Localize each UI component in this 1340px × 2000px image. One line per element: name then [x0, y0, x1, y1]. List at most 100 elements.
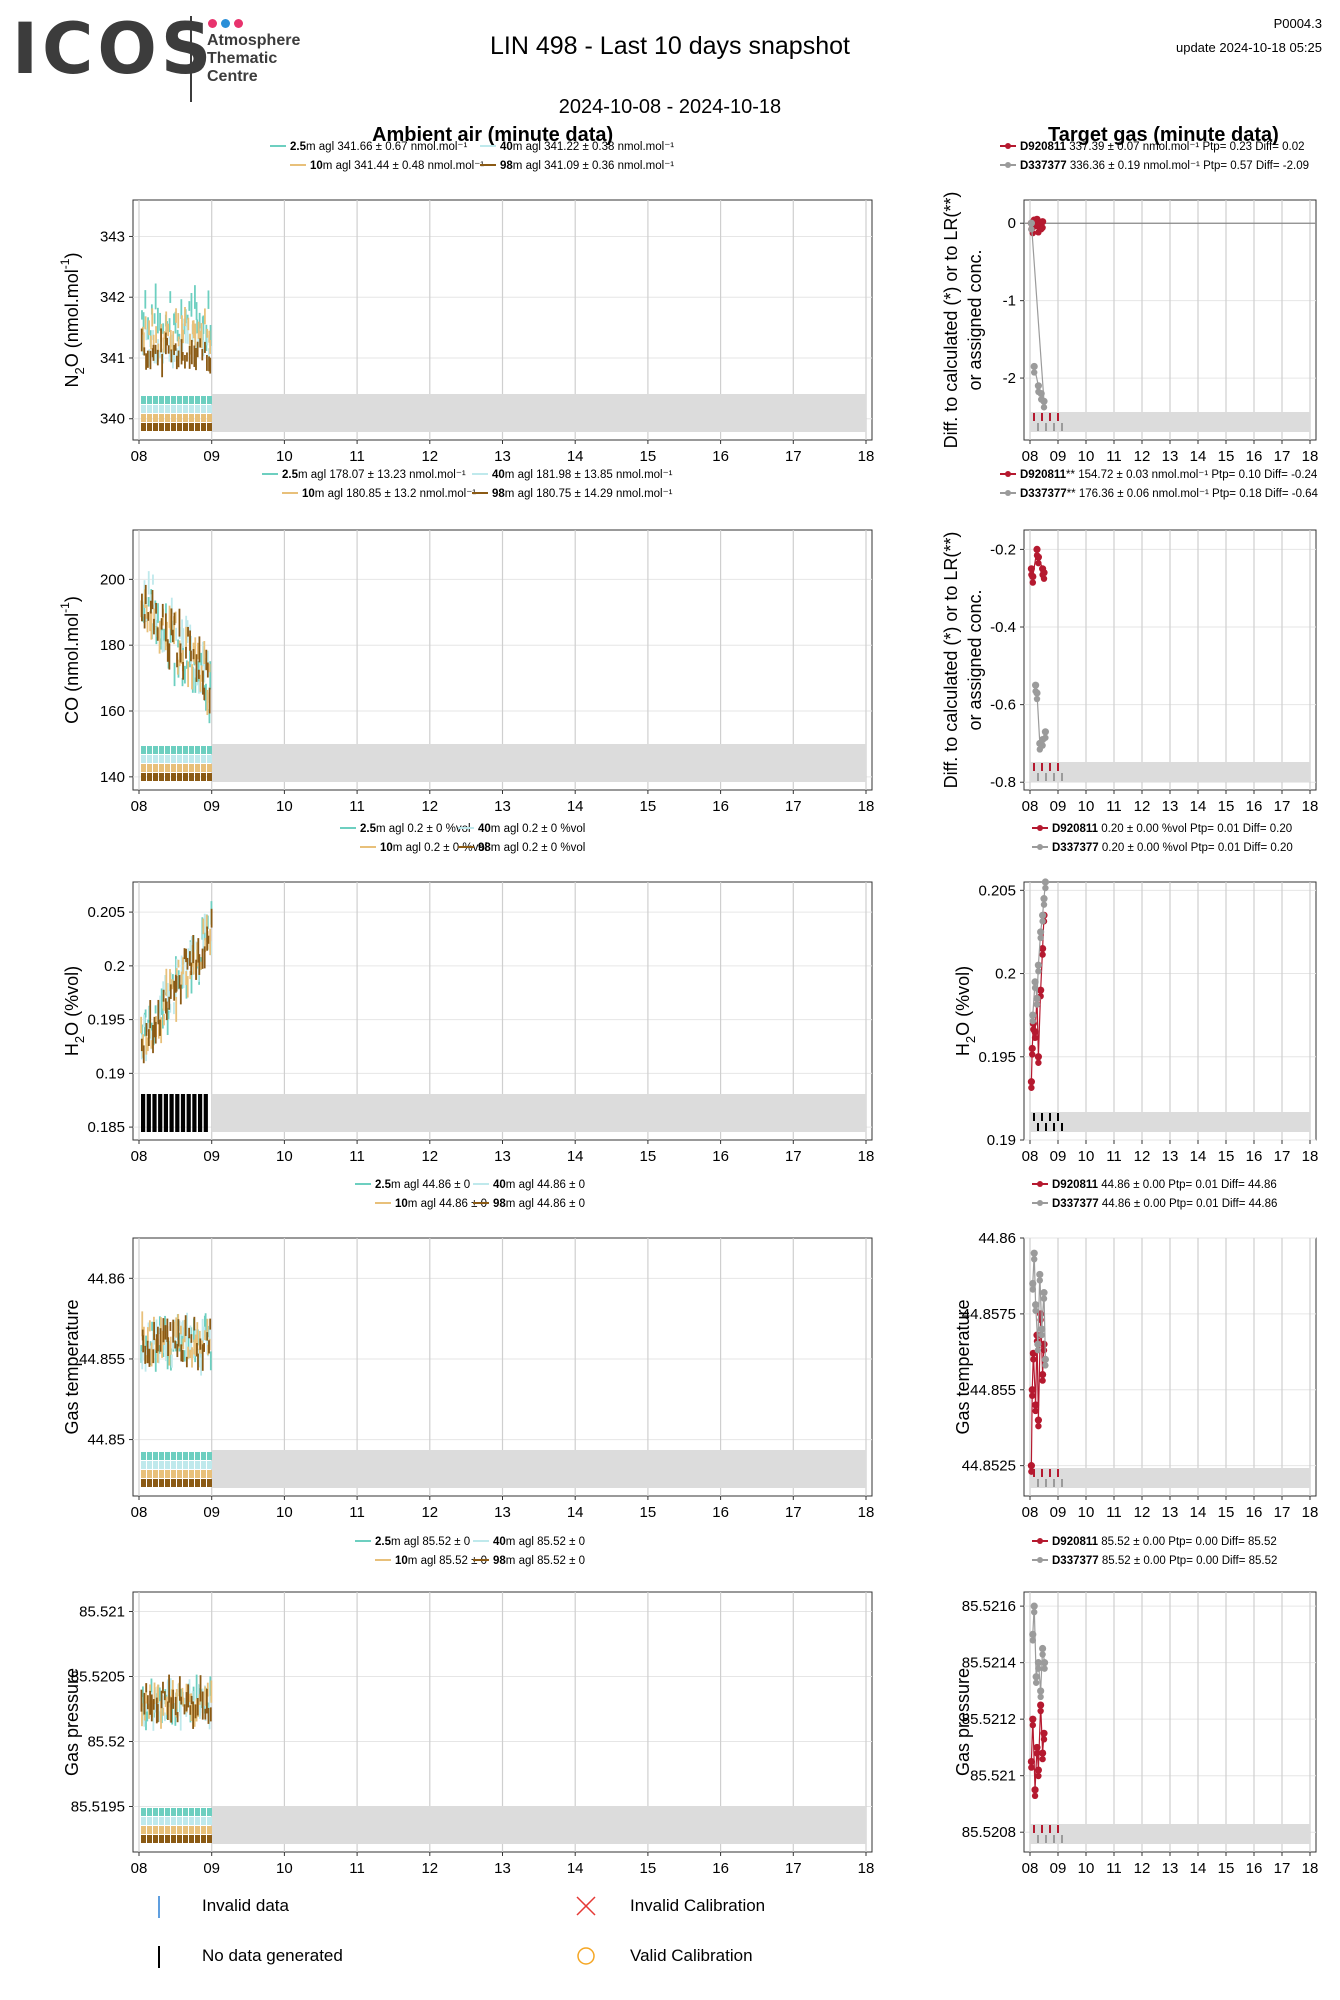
tgt0-legend-dot [1005, 143, 1011, 149]
amb1-status-h40 [207, 755, 212, 763]
tgt3-point-D920811 [1039, 1370, 1047, 1379]
amb3-status-h2.5 [141, 1452, 146, 1460]
logo-dot-pink-2 [234, 19, 243, 28]
amb0-status-h98 [141, 423, 146, 431]
tgt4-point-D920811 [1029, 1715, 1037, 1723]
amb0-status-h98 [201, 423, 206, 431]
tgt3-ylabel: Gas temperature [953, 1299, 973, 1434]
amb1-status-h2.5 [147, 746, 152, 754]
amb4-status-h40 [165, 1817, 170, 1825]
tgt4-point-D920811 [1039, 1755, 1046, 1763]
amb1-status-h10 [195, 764, 200, 772]
tgt4-ytick-label: 85.5216 [962, 1598, 1016, 1615]
logo-subtitle-line-2: Thematic [207, 50, 278, 67]
amb2-xtick-label: 09 [203, 1148, 220, 1165]
amb2-no-data-mark [169, 1094, 174, 1132]
tgt2-point-D337377 [1033, 1001, 1041, 1008]
tgt2-legend-entry: D337377 0.20 ± 0.00 %vol Ptp= 0.01 Diff=… [1052, 842, 1293, 854]
amb0-status-h40 [195, 405, 200, 413]
tgt4-xtick-label: 09 [1050, 1860, 1067, 1877]
amb4-status-h10 [141, 1826, 146, 1834]
amb1-xtick-label: 08 [131, 798, 148, 815]
amb2-legend-entry: 10m agl 0.2 ± 0 %vol [380, 842, 487, 854]
tgt2-ytick-label: 0.19 [987, 1132, 1016, 1149]
amb3-status-h2.5 [171, 1452, 176, 1460]
tgt4-point-D920811 [1037, 1707, 1044, 1715]
amb1-status-h10 [171, 764, 176, 772]
tgt2-xtick-label: 11 [1106, 1148, 1122, 1165]
tgt0-xtick-label: 12 [1134, 448, 1151, 465]
amb0-ytick-label: 341 [100, 350, 125, 367]
amb2-no-data-mark [146, 1094, 151, 1132]
tgt0-ylabel-text: or assigned conc. [965, 249, 985, 390]
tgt2-ylabel-text: H2O (%vol) [953, 966, 978, 1056]
amb3-status-h98 [159, 1479, 164, 1487]
tgt3-point-D920811 [1030, 1356, 1037, 1363]
amb0-status-h40 [165, 405, 170, 413]
amb3-status-h10 [165, 1470, 170, 1478]
amb4-status-h40 [201, 1817, 206, 1825]
amb4-status-h2.5 [207, 1808, 212, 1816]
tgt0-xtick-label: 08 [1022, 448, 1039, 465]
amb4-status-h10 [177, 1826, 182, 1834]
amb3-xtick-label: 15 [640, 1504, 657, 1521]
tgt0-xtick-label: 10 [1078, 448, 1095, 465]
tgt2-point-D920811 [1034, 1053, 1042, 1061]
amb2-xtick-label: 16 [712, 1148, 729, 1165]
tgt2-point-D337377 [1037, 928, 1045, 936]
amb4-nodata-band [211, 1806, 866, 1844]
amb3-status-h40 [147, 1461, 152, 1469]
tgt0-point-D337377 [1028, 226, 1035, 233]
amb0-status-h10 [141, 414, 146, 422]
amb2-ytick-label: 0.205 [87, 904, 125, 921]
tgt4-ytick-label: 85.521 [970, 1768, 1016, 1785]
amb0-ytick-label: 340 [100, 411, 125, 428]
amb3-ylabel: Gas temperature [62, 1299, 82, 1434]
amb2-no-data-mark [198, 1094, 203, 1132]
amb4-status-h10 [159, 1826, 164, 1834]
amb2-ytick-label: 0.2 [104, 958, 125, 975]
tgt4-point-D920811 [1033, 1750, 1041, 1757]
tgt0-ylabel: Diff. to calculated (*) or to LR(**) or a… [941, 192, 985, 449]
amb1-status-h98 [189, 773, 194, 781]
amb4-status-h98 [153, 1835, 158, 1843]
tgt4-series-D920811-line [1030, 1705, 1045, 1790]
valid-calibration-circle-icon [577, 1947, 595, 1965]
amb1-status-h10 [165, 764, 170, 772]
tgt2-point-D337377 [1029, 1017, 1037, 1025]
tgt2-point-D337377 [1034, 961, 1042, 969]
amb2-no-data-mark [180, 1094, 186, 1132]
amb2-xtick-label: 17 [785, 1148, 802, 1165]
amb3-status-h98 [171, 1479, 176, 1487]
tgt3-point-D920811 [1032, 1407, 1039, 1415]
amb4-ytick-label: 85.5195 [71, 1799, 125, 1816]
tgt3-point-D920811 [1027, 1462, 1035, 1470]
tgt3-ytick-label: 44.855 [970, 1382, 1016, 1399]
amb4-status-h10 [195, 1826, 200, 1834]
amb3-status-h2.5 [159, 1452, 164, 1460]
amb2-xtick-label: 12 [421, 1148, 438, 1165]
amb2-nodata-band [211, 1094, 866, 1132]
tgt0-xtick-label: 11 [1106, 448, 1122, 465]
amb3-status-h40 [171, 1461, 176, 1469]
amb3-status-h40 [177, 1461, 182, 1469]
tgt4-point-D920811 [1029, 1721, 1037, 1729]
amb1-status-h40 [165, 755, 170, 763]
tgt1-point-D337377 [1032, 681, 1040, 689]
tgt1-ylabel-text: or assigned conc. [965, 589, 985, 730]
amb1-status-h2.5 [177, 746, 182, 754]
amb3-status-h98 [141, 1479, 146, 1487]
amb3-status-h40 [183, 1461, 188, 1469]
amb1-status-h40 [189, 755, 194, 763]
tgt1-xtick-label: 14 [1190, 798, 1207, 815]
amb1-ylabel-text: CO (nmol.mol-1) [58, 596, 82, 724]
amb0-status-h40 [159, 405, 164, 413]
amb4-xtick-label: 15 [640, 1860, 657, 1877]
amb0-status-h2.5 [189, 396, 194, 404]
amb1-status-h2.5 [159, 746, 164, 754]
amb4-status-h10 [153, 1826, 158, 1834]
amb0-status-h2.5 [141, 396, 146, 404]
amb0-status-h2.5 [207, 396, 212, 404]
amb1-status-h10 [183, 764, 188, 772]
tgt4-point-D920811 [1035, 1772, 1042, 1780]
